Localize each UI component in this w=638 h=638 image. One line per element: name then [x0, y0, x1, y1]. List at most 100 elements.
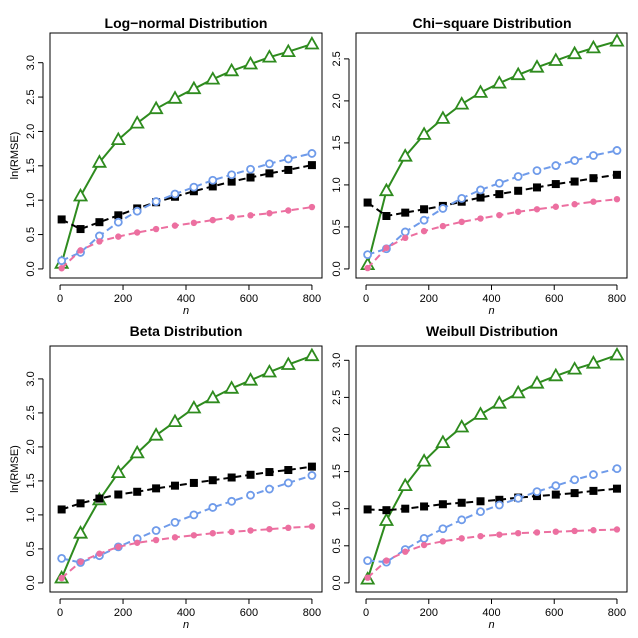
data-point [552, 203, 559, 210]
data-point [247, 212, 254, 219]
data-point [110, 464, 126, 479]
data-point [438, 500, 447, 509]
data-point [186, 399, 202, 414]
data-point [613, 195, 621, 203]
data-point [491, 75, 507, 89]
y-tick-label: 2.0 [25, 439, 37, 454]
chart-panel-1: Log−normal Distribution 0 200 400 600 800 n 0.0… [9, 15, 323, 317]
data-point [129, 444, 145, 459]
chart-panel-4: Weibull Distribution 0 200 400 600 800 n 0.0 0.5… [331, 323, 628, 631]
data-point [514, 529, 522, 537]
x-tick-label: 0 [363, 293, 369, 305]
data-point [227, 177, 236, 186]
data-point [72, 187, 89, 202]
data-point [363, 198, 372, 207]
data-point [458, 218, 465, 226]
data-point [77, 558, 84, 566]
data-point [205, 71, 221, 85]
data-point [402, 548, 409, 555]
y-tick-label: 1.0 [25, 193, 37, 208]
data-point [514, 186, 523, 195]
data-point [609, 33, 625, 47]
data-point [495, 190, 504, 199]
x-tick-label: 600 [545, 607, 563, 619]
data-point [589, 470, 598, 479]
data-point [96, 550, 103, 557]
data-point [265, 468, 274, 477]
data-point [228, 528, 235, 536]
y-tick-label: 2.5 [25, 405, 37, 420]
data-point [402, 234, 409, 242]
x-tick-label: 600 [240, 293, 258, 305]
y-tick-label: 0.5 [25, 541, 37, 556]
data-point [609, 346, 625, 361]
x-axis: 0 200 400 600 800 n [363, 284, 626, 317]
y-tick-label: 1.0 [25, 507, 37, 522]
y-axis: 0.0 0.5 1.0 1.5 2.0 2.5 3.0 [331, 353, 350, 591]
data-point [304, 347, 320, 362]
x-tick-label: 600 [240, 607, 258, 619]
data-point [439, 222, 447, 230]
data-point [91, 154, 108, 168]
data-point [261, 363, 278, 378]
data-point [476, 193, 485, 202]
data-point [570, 156, 580, 165]
data-point [513, 172, 523, 181]
chart-panel-2: Chi−square Distribution 0 200 400 600 800 n 0.0… [331, 15, 628, 317]
x-axis-label: n [183, 305, 189, 317]
data-point [77, 247, 84, 254]
data-point [133, 487, 142, 496]
series-line [60, 354, 313, 579]
x-tick-label: 0 [57, 607, 63, 619]
series-square [57, 462, 316, 514]
y-tick-label: 2.5 [331, 390, 343, 405]
series-triangle [360, 346, 625, 585]
data-point [227, 496, 237, 506]
data-point [571, 527, 578, 535]
data-point [494, 178, 504, 188]
data-point [58, 574, 65, 582]
series-line [60, 206, 313, 269]
data-point [266, 210, 273, 217]
x-tick-label: 200 [114, 607, 132, 619]
data-point [551, 180, 560, 189]
data-point [496, 531, 503, 538]
data-point [589, 151, 598, 160]
data-point [170, 517, 180, 527]
x-axis: 0 200 400 600 800 n [57, 284, 321, 317]
data-point [96, 238, 103, 245]
data-point [228, 214, 235, 221]
y-axis-label: ln(RMSE) [9, 445, 21, 493]
data-point [476, 507, 485, 517]
data-point [457, 498, 466, 507]
y-tick-label: 3.0 [25, 55, 37, 70]
data-point [567, 361, 583, 375]
data-point [246, 164, 255, 174]
x-axis-label: n [488, 619, 494, 631]
data-point [382, 211, 391, 220]
series-square [57, 161, 316, 234]
data-point [152, 225, 160, 233]
y-tick-label: 0.5 [25, 227, 37, 242]
data-point [115, 233, 122, 240]
data-point [186, 80, 202, 95]
chart-title: Log−normal Distribution [105, 15, 268, 31]
data-point [284, 165, 293, 174]
data-point [570, 177, 579, 186]
data-point [419, 533, 429, 543]
series-circle-filled [58, 203, 316, 272]
data-point [167, 90, 183, 104]
y-axis: 0.0 0.5 1.0 1.5 2.0 2.5 [331, 51, 350, 277]
data-point [454, 96, 470, 110]
data-point [476, 185, 485, 195]
data-point [401, 208, 410, 217]
data-point [435, 110, 451, 124]
y-tick-label: 3.0 [331, 353, 343, 368]
y-tick-label: 0.0 [25, 575, 37, 590]
data-point [57, 256, 67, 266]
data-point [397, 477, 413, 492]
data-point [307, 161, 316, 170]
data-point [457, 193, 467, 203]
x-tick-label: 0 [57, 293, 63, 305]
